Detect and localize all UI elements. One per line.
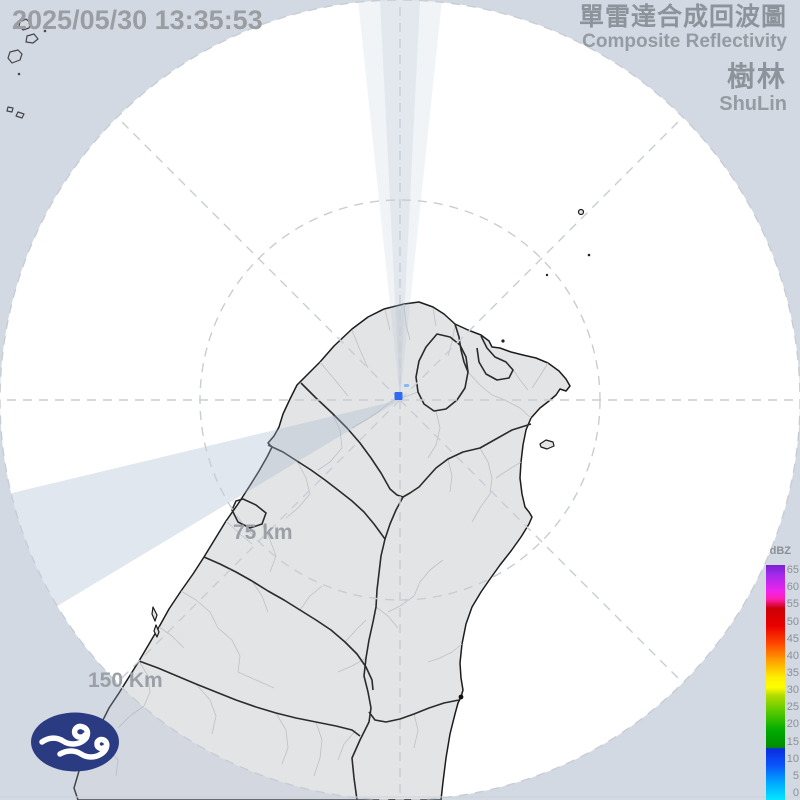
keelung-islet: [501, 339, 505, 343]
colorbar-tick: 15: [786, 736, 799, 748]
colorbar-tick: 35: [786, 667, 799, 679]
radial-southeast: [399, 399, 684, 684]
coastal-islet: [151, 606, 158, 622]
radial-southwest: [116, 399, 401, 684]
station-name-en: ShuLin: [719, 92, 787, 115]
station-name-zh: 樹林: [726, 61, 787, 93]
pengjia-islet: [577, 208, 585, 216]
islet-dot: [17, 72, 21, 76]
radial-northeast: [399, 116, 684, 401]
colorbar-gradient: [766, 565, 785, 800]
guishan-island: [539, 439, 555, 450]
matsu-island: [7, 49, 23, 64]
range-label-150km: 150 Km: [88, 669, 163, 692]
matsu-island: [18, 18, 32, 31]
coastal-islet: [153, 624, 160, 638]
colorbar-tick: 20: [786, 718, 799, 730]
county-borders: [138, 323, 532, 800]
title-block: 單雷達合成回波圖 Composite Reflectivity 樹林 ShuLi…: [579, 4, 787, 115]
coastline-main-island: [73, 301, 571, 800]
echo-cell: [394, 392, 403, 400]
blocked-sector-west-southwest: [0, 400, 400, 632]
colorbar-tick: 60: [786, 581, 799, 593]
echo-points: [394, 384, 409, 400]
colorbar-tick: 50: [786, 616, 799, 628]
colorbar-tick: 25: [786, 701, 799, 713]
colorbar-tick: 45: [786, 633, 799, 645]
colorbar-unit-label: dBZ: [769, 545, 791, 557]
colorbar-tick: 30: [786, 684, 799, 696]
land-taiwan: [6, 18, 591, 800]
islet-dot: [43, 29, 47, 33]
matsu-island: [25, 33, 39, 44]
timestamp: 2025/05/30 13:35:53: [12, 5, 263, 35]
islet: [15, 111, 25, 119]
colorbar-tick: 65: [786, 564, 799, 576]
cwa-logo: [31, 712, 119, 772]
islet-dot: [587, 253, 591, 257]
colorbar-tick: 55: [786, 598, 799, 610]
radial-northwest: [116, 116, 401, 401]
cwa-logo-swirl: [57, 736, 110, 760]
product-title-zh: 單雷達合成回波圖: [578, 3, 787, 31]
islet-dot: [545, 273, 549, 277]
product-title-en: Composite Reflectivity: [582, 31, 787, 53]
islet: [6, 106, 14, 113]
colorbar-tick: 40: [786, 650, 799, 662]
colorbar-tick: 0: [792, 787, 799, 799]
township-borders: [92, 303, 549, 777]
cwa-logo-swirl: [39, 723, 91, 747]
echo-cell: [404, 384, 409, 387]
islands: [6, 18, 591, 700]
range-label-75km: 75 km: [233, 521, 293, 544]
nanfangao-point: [458, 694, 464, 700]
colorbar-tick: 5: [792, 770, 799, 782]
colorbar-tick: 10: [786, 753, 799, 765]
